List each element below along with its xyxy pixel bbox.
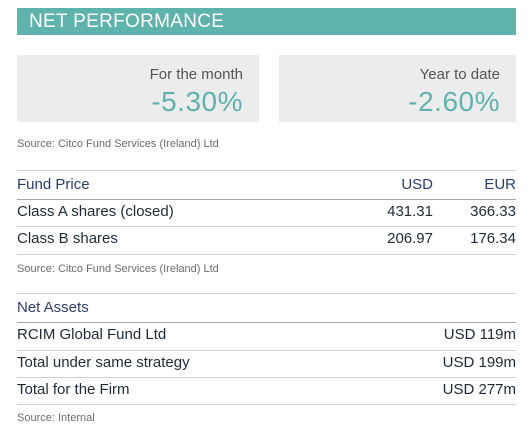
divider bbox=[17, 254, 516, 255]
fund-price-source: Source: Citco Fund Services (Ireland) Lt… bbox=[17, 263, 219, 275]
divider bbox=[17, 226, 516, 227]
divider bbox=[17, 377, 516, 378]
asset-amount: USD 119m bbox=[443, 326, 516, 343]
section-title: NET PERFORMANCE bbox=[29, 11, 225, 32]
share-class-label: Class B shares bbox=[17, 230, 118, 247]
usd-price: 206.97 bbox=[387, 230, 433, 247]
net-assets-title: Net Assets bbox=[17, 299, 89, 316]
section-header: NET PERFORMANCE bbox=[17, 8, 516, 35]
table-row: Class B shares 206.97 176.34 bbox=[17, 228, 516, 252]
asset-amount: USD 199m bbox=[442, 354, 516, 371]
performance-source: Source: Citco Fund Services (Ireland) Lt… bbox=[17, 138, 219, 150]
month-value: -5.30% bbox=[151, 86, 243, 117]
asset-label: Total under same strategy bbox=[17, 354, 190, 371]
ytd-performance-card: Year to date -2.60% bbox=[279, 55, 516, 122]
eur-column-header: EUR bbox=[484, 176, 516, 193]
month-label: For the month bbox=[149, 66, 243, 83]
asset-label: Total for the Firm bbox=[17, 381, 130, 398]
divider bbox=[17, 404, 516, 405]
asset-label: RCIM Global Fund Ltd bbox=[17, 326, 167, 343]
share-class-label: Class A shares (closed) bbox=[17, 203, 174, 220]
fund-price-title: Fund Price bbox=[17, 176, 90, 193]
table-row: Total under same strategy USD 199m bbox=[17, 352, 516, 376]
usd-column-header: USD bbox=[401, 176, 433, 193]
month-performance-card: For the month -5.30% bbox=[17, 55, 259, 122]
asset-amount: USD 277m bbox=[442, 381, 516, 398]
table-row: RCIM Global Fund Ltd USD 119m bbox=[17, 324, 516, 348]
eur-price: 176.34 bbox=[470, 230, 516, 247]
net-assets-header-row: Net Assets bbox=[17, 297, 516, 321]
ytd-label: Year to date bbox=[419, 66, 500, 83]
divider bbox=[17, 350, 516, 351]
divider bbox=[17, 322, 516, 323]
eur-price: 366.33 bbox=[470, 203, 516, 220]
table-row: Total for the Firm USD 277m bbox=[17, 379, 516, 403]
net-assets-source: Source: Internal bbox=[17, 412, 95, 424]
divider bbox=[17, 199, 516, 200]
divider bbox=[17, 293, 516, 294]
ytd-value: -2.60% bbox=[408, 86, 500, 117]
table-row: Class A shares (closed) 431.31 366.33 bbox=[17, 201, 516, 225]
fund-price-header-row: Fund Price USD EUR bbox=[17, 174, 516, 198]
divider bbox=[17, 170, 516, 171]
usd-price: 431.31 bbox=[387, 203, 433, 220]
